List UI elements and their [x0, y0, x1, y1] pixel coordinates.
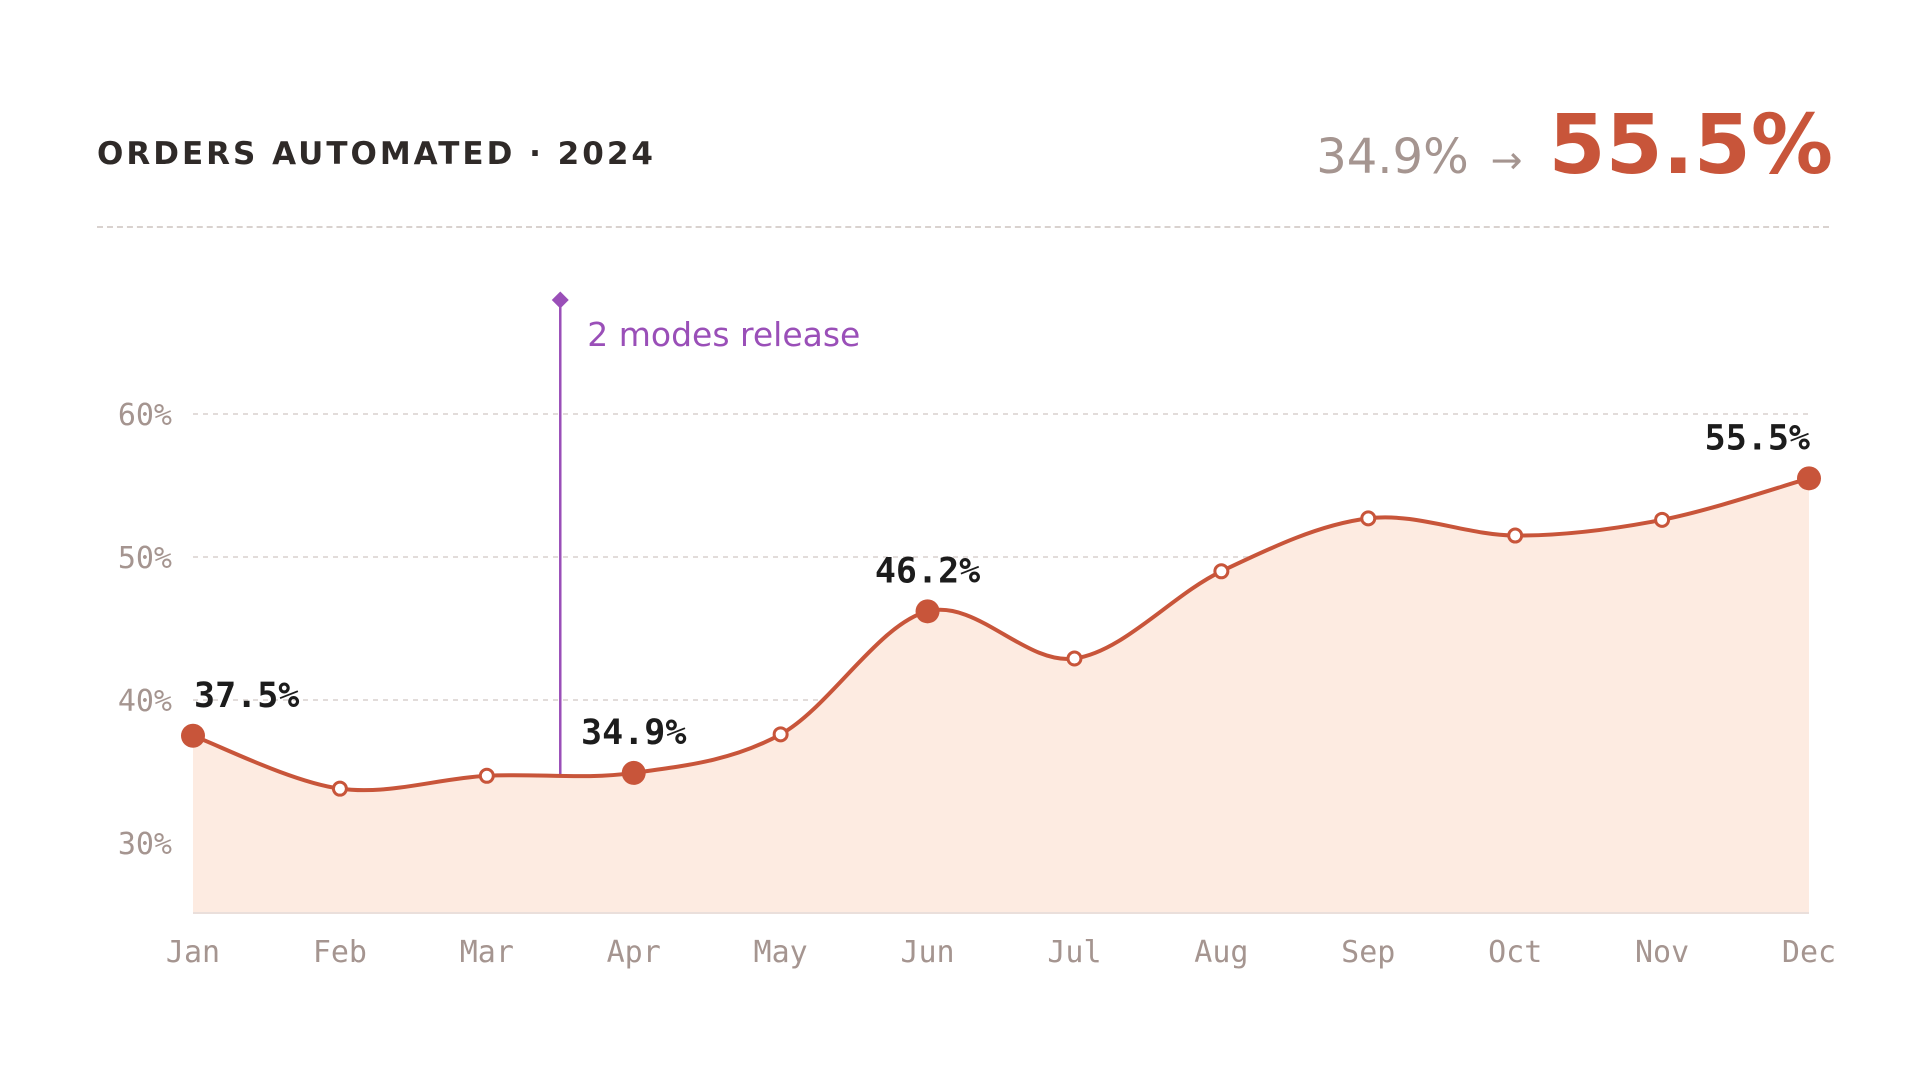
- x-tick-label: Oct: [1488, 935, 1542, 970]
- x-tick-label: May: [754, 935, 808, 970]
- data-label: 37.5%: [194, 676, 299, 716]
- annotation-label: 2 modes release: [587, 315, 860, 354]
- data-point: [1507, 527, 1524, 544]
- data-point: [1360, 510, 1377, 527]
- area-fill: [193, 478, 1809, 913]
- x-tick-label: Sep: [1341, 935, 1395, 970]
- data-point: [772, 726, 789, 743]
- x-tick-label: Mar: [460, 935, 514, 970]
- kpi-start-value: 34.9%: [1316, 129, 1469, 185]
- x-tick-label: Jul: [1047, 935, 1101, 970]
- chart-title: ORDERS AUTOMATED · 2024: [97, 136, 656, 172]
- data-point-highlight: [621, 760, 646, 785]
- x-tick-label: Jan: [166, 935, 220, 970]
- series-line: [191, 476, 1811, 793]
- x-tick-label: Aug: [1194, 935, 1248, 970]
- x-tick-label: Nov: [1635, 935, 1689, 970]
- x-tick-label: Jun: [900, 935, 954, 970]
- y-tick-label: 50%: [118, 541, 172, 576]
- y-tick-label: 40%: [118, 684, 172, 719]
- kpi-summary: 34.9% → 55.5%: [1316, 98, 1833, 193]
- data-point: [1654, 511, 1671, 528]
- data-point-highlight: [915, 599, 940, 624]
- data-point: [1213, 563, 1230, 580]
- data-point: [331, 780, 348, 797]
- data-point: [1066, 650, 1083, 667]
- data-point-highlight: [1797, 466, 1821, 491]
- header-divider: [97, 226, 1829, 228]
- kpi-end-value: 55.5%: [1548, 98, 1833, 193]
- data-label: 34.9%: [581, 713, 686, 753]
- data-label: 46.2%: [875, 551, 980, 591]
- x-tick-label: Dec: [1782, 935, 1836, 970]
- y-tick-label: 30%: [118, 827, 172, 862]
- arrow-right-icon: →: [1490, 138, 1523, 182]
- x-tick-label: Feb: [313, 935, 367, 970]
- data-point: [478, 767, 495, 784]
- data-label: 55.5%: [1705, 418, 1810, 458]
- x-tick-label: Apr: [607, 935, 661, 970]
- data-point-highlight: [181, 723, 205, 748]
- diamond-icon: [551, 291, 569, 309]
- y-tick-label: 60%: [118, 398, 172, 433]
